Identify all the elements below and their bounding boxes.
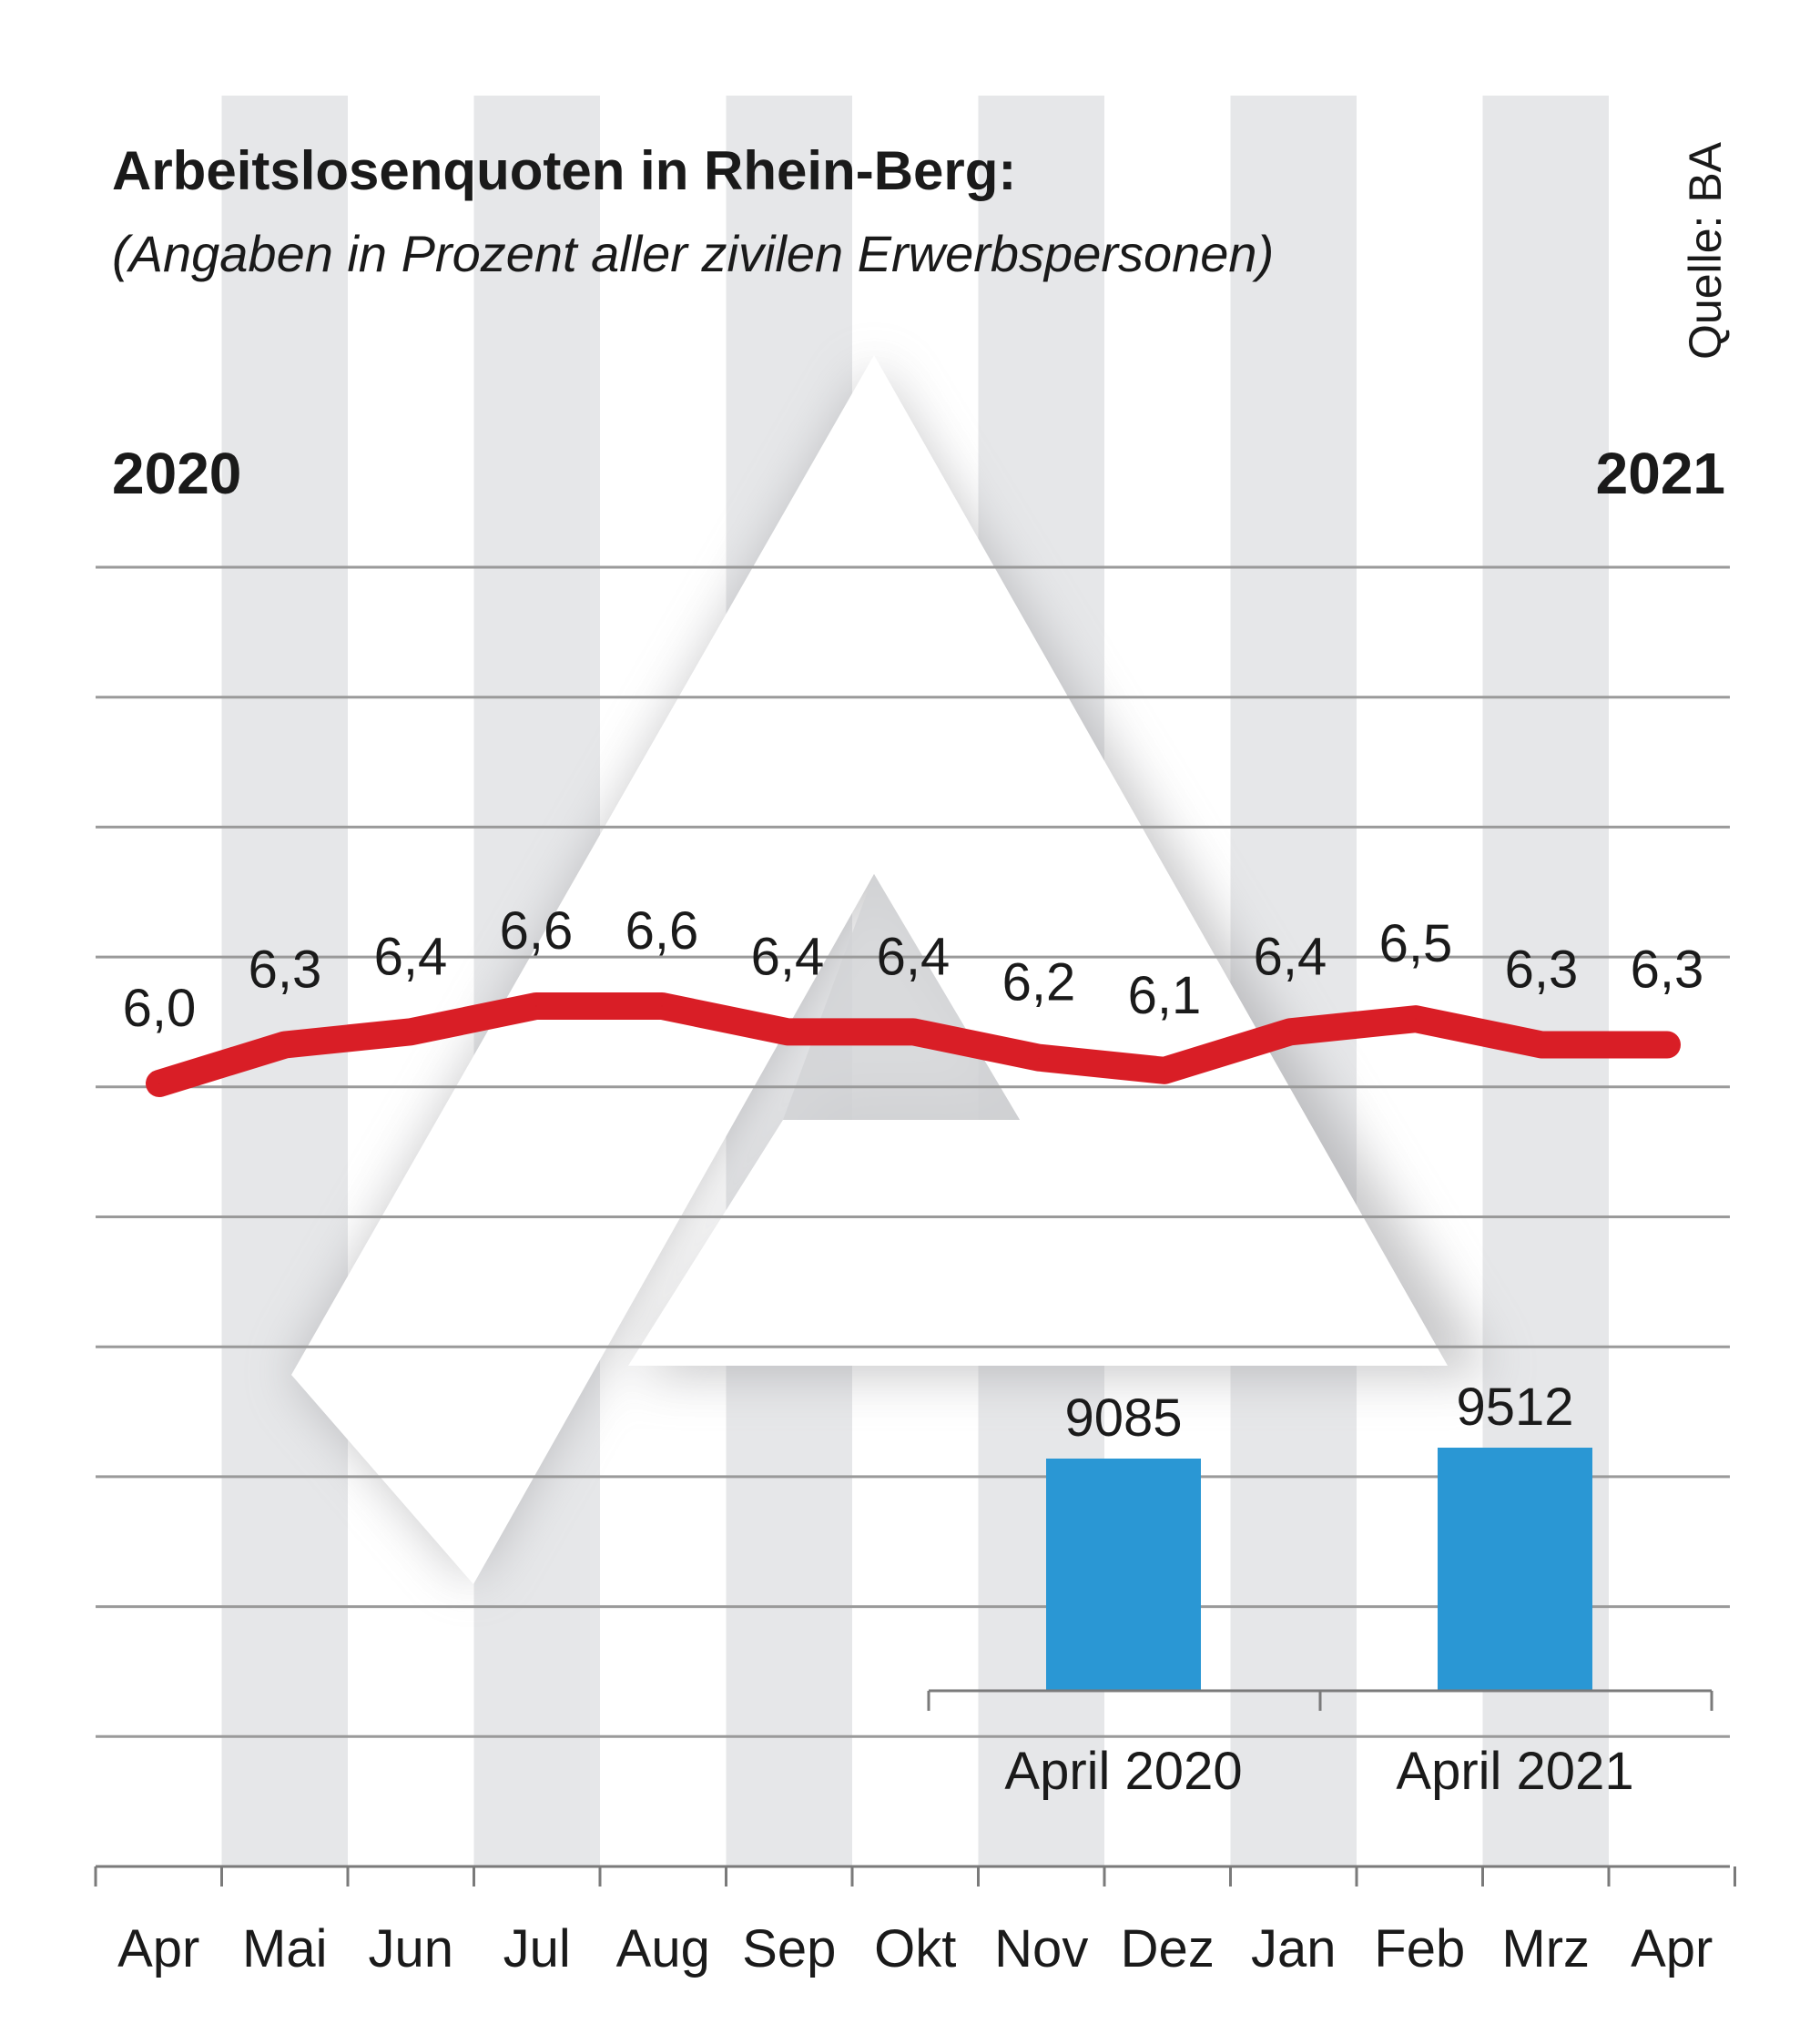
year-end-label: 2021 <box>1596 441 1725 506</box>
line-point <box>1038 1056 1040 1059</box>
x-tick-label: Dez <box>1121 1919 1215 1978</box>
line-point <box>1666 1043 1668 1046</box>
month-stripe <box>221 96 348 1866</box>
line-value-label: 6,4 <box>374 927 448 986</box>
bar-value-label: 9512 <box>1456 1378 1573 1437</box>
x-tick-label: Mrz <box>1501 1919 1590 1978</box>
line-value-label: 6,4 <box>877 927 951 986</box>
bar <box>1046 1459 1201 1691</box>
line-point <box>284 1043 286 1046</box>
line-value-label: 6,6 <box>625 901 699 961</box>
line-value-label: 6,6 <box>500 901 574 961</box>
chart-title: Arbeitslosenquoten in Rhein-Berg: <box>112 140 1016 201</box>
x-tick-label: Nov <box>994 1919 1088 1978</box>
bar-category-label: April 2020 <box>1004 1742 1242 1801</box>
line-value-label: 6,3 <box>1631 940 1704 999</box>
line-value-label: 6,2 <box>1002 953 1076 1012</box>
x-tick-label: Aug <box>616 1919 710 1978</box>
x-tick-label: Jun <box>368 1919 453 1978</box>
line-value-label: 6,0 <box>123 979 197 1038</box>
watermark-logo <box>291 355 1493 1584</box>
line-point <box>1164 1069 1165 1072</box>
line-value-label: 6,3 <box>1505 940 1579 999</box>
line-point <box>1289 1031 1291 1033</box>
line-point <box>158 1083 160 1084</box>
line-point <box>410 1031 412 1033</box>
x-tick-label: Jan <box>1251 1919 1337 1978</box>
bar-inset: 9085 April 2020 9512 April 2021 <box>927 1378 1713 1801</box>
line-value-label: 6,5 <box>1379 914 1453 973</box>
bar-value-label: 9085 <box>1064 1388 1182 1448</box>
line-point <box>787 1031 788 1033</box>
line-point <box>1540 1043 1542 1046</box>
x-tick-label: Jul <box>503 1919 571 1978</box>
grid-lines <box>96 565 1730 1738</box>
x-tick-label: Okt <box>874 1919 956 1978</box>
line-value-label: 6,1 <box>1128 966 1202 1025</box>
year-start-label: 2020 <box>112 441 241 506</box>
line-value-label: 6,4 <box>751 927 825 986</box>
line-value-label: 6,4 <box>1254 927 1327 986</box>
source-label: Quelle: BA <box>1680 141 1731 360</box>
line-series: 6,0 6,3 6,4 6,6 6,6 6,4 6,4 6,2 6,1 6,4 6,5 6,3 6,3 <box>123 901 1704 1097</box>
x-tick-label: Feb <box>1374 1919 1465 1978</box>
x-tick-label: Sep <box>742 1919 836 1978</box>
bar-category-label: April 2021 <box>1396 1742 1633 1801</box>
x-tick-label: Apr <box>117 1919 199 1978</box>
line-point <box>535 1004 537 1007</box>
line-value-label: 6,3 <box>249 940 322 999</box>
x-tick-label: Mai <box>242 1919 327 1978</box>
x-tick-label: Apr <box>1631 1919 1713 1978</box>
x-axis: Apr Mai Jun Jul Aug Sep Okt Nov Dez Jan Feb Mrz Apr <box>94 1865 1736 1978</box>
chart-subtitle: (Angaben in Prozent aller zivilen Erwerb… <box>112 225 1274 282</box>
line-point <box>661 1004 663 1007</box>
line-point <box>1415 1018 1417 1021</box>
bar <box>1438 1448 1592 1691</box>
line-point <box>912 1031 914 1033</box>
